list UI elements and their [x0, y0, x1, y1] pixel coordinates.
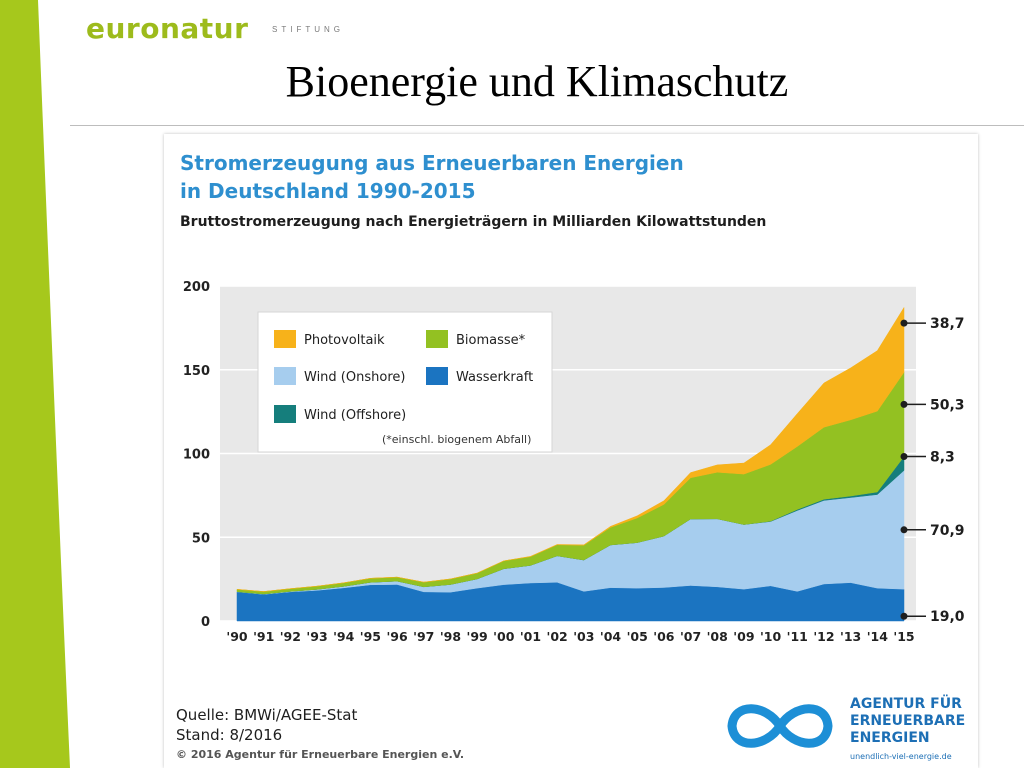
end-label: 38,7: [930, 316, 965, 332]
x-tick-label: '98: [440, 629, 461, 644]
y-tick-label: 0: [201, 615, 210, 630]
x-tick-label: '07: [680, 629, 701, 644]
chart-title-line2: in Deutschland 1990-2015: [180, 179, 476, 203]
legend-swatch: [426, 367, 448, 385]
y-tick-label: 150: [183, 364, 210, 379]
chart-subtitle: Bruttostromerzeugung nach Energieträgern…: [180, 214, 767, 230]
x-tick-label: '03: [573, 629, 594, 644]
x-tick-label: '15: [893, 629, 914, 644]
legend-swatch: [426, 330, 448, 348]
area-series-photovoltaik: [236, 306, 905, 592]
green-accent-bar: [0, 0, 70, 768]
x-tick-label: '01: [520, 629, 541, 644]
legend-swatch: [274, 405, 296, 423]
x-tick-label: '99: [467, 629, 488, 644]
logo-url: unendlich-viel-energie.de: [850, 752, 952, 761]
x-tick-label: '96: [386, 629, 408, 644]
x-tick-label: '02: [547, 629, 568, 644]
x-tick-label: '91: [253, 629, 274, 644]
x-tick-label: '90: [226, 629, 248, 644]
legend-swatch: [274, 330, 296, 348]
x-tick-label: '06: [653, 629, 675, 644]
brand-logo: euronatur: [86, 12, 249, 45]
chart-title-line1: Stromerzeugung aus Erneuerbaren Energien: [180, 151, 684, 175]
legend-label: Photovoltaik: [304, 333, 385, 348]
agency-logo-text: AGENTUR FÜR ERNEUERBARE ENERGIEN unendli…: [850, 696, 965, 765]
x-tick-label: '95: [360, 629, 381, 644]
logo-line-2: ERNEUERBARE: [850, 713, 966, 729]
stand-note: Stand: 8/2016: [176, 726, 283, 744]
y-tick-label: 200: [183, 280, 210, 295]
title-divider: [70, 125, 1024, 126]
end-label: 50,3: [930, 397, 965, 413]
area-chart: 0 50 100 150 200 '90 '91 '92 '93 '94 '95 '96 '97 '98 '…: [183, 280, 965, 644]
end-label: 70,9: [930, 523, 965, 539]
legend-label: Wind (Offshore): [304, 408, 406, 423]
x-tick-label: '12: [813, 629, 834, 644]
x-tick-label: '00: [493, 629, 515, 644]
y-tick-label: 100: [183, 448, 210, 463]
x-tick-label: '10: [760, 629, 782, 644]
x-tick-label: '11: [787, 629, 808, 644]
x-tick-label: '14: [867, 629, 889, 644]
x-tick-label: '93: [306, 629, 327, 644]
x-tick-label: '92: [280, 629, 301, 644]
x-tick-label: '08: [707, 629, 728, 644]
copyright-note: © 2016 Agentur für Erneuerbare Energien …: [176, 748, 465, 761]
y-tick-label: 50: [192, 531, 210, 546]
infinity-logo-icon: [727, 704, 833, 748]
x-tick-label: '05: [627, 629, 648, 644]
legend-box: [257, 311, 553, 453]
brand-subtitle: STIFTUNG: [272, 25, 344, 34]
legend-swatch: [274, 367, 296, 385]
logo-line-1: AGENTUR FÜR: [850, 696, 962, 712]
x-tick-label: '97: [413, 629, 434, 644]
x-tick-label: '09: [733, 629, 754, 644]
legend-note: (*einschl. biogenem Abfall): [382, 433, 531, 446]
legend-label: Wind (Onshore): [304, 370, 405, 385]
end-label: 8,3: [930, 450, 955, 466]
chart-panel: Stromerzeugung aus Erneuerbaren Energien…: [164, 134, 978, 768]
logo-line-3: ENERGIEN: [850, 730, 930, 746]
x-tick-label: '04: [600, 629, 622, 644]
source-note: Quelle: BMWi/AGEE-Stat: [176, 706, 358, 724]
end-label: 19,0: [930, 609, 965, 625]
slide-title: Bioenergie und Klimaschutz: [285, 57, 789, 106]
x-tick-label: '13: [840, 629, 861, 644]
x-tick-label: '94: [333, 629, 355, 644]
legend-label: Wasserkraft: [456, 370, 533, 385]
legend-label: Biomasse*: [456, 333, 526, 348]
